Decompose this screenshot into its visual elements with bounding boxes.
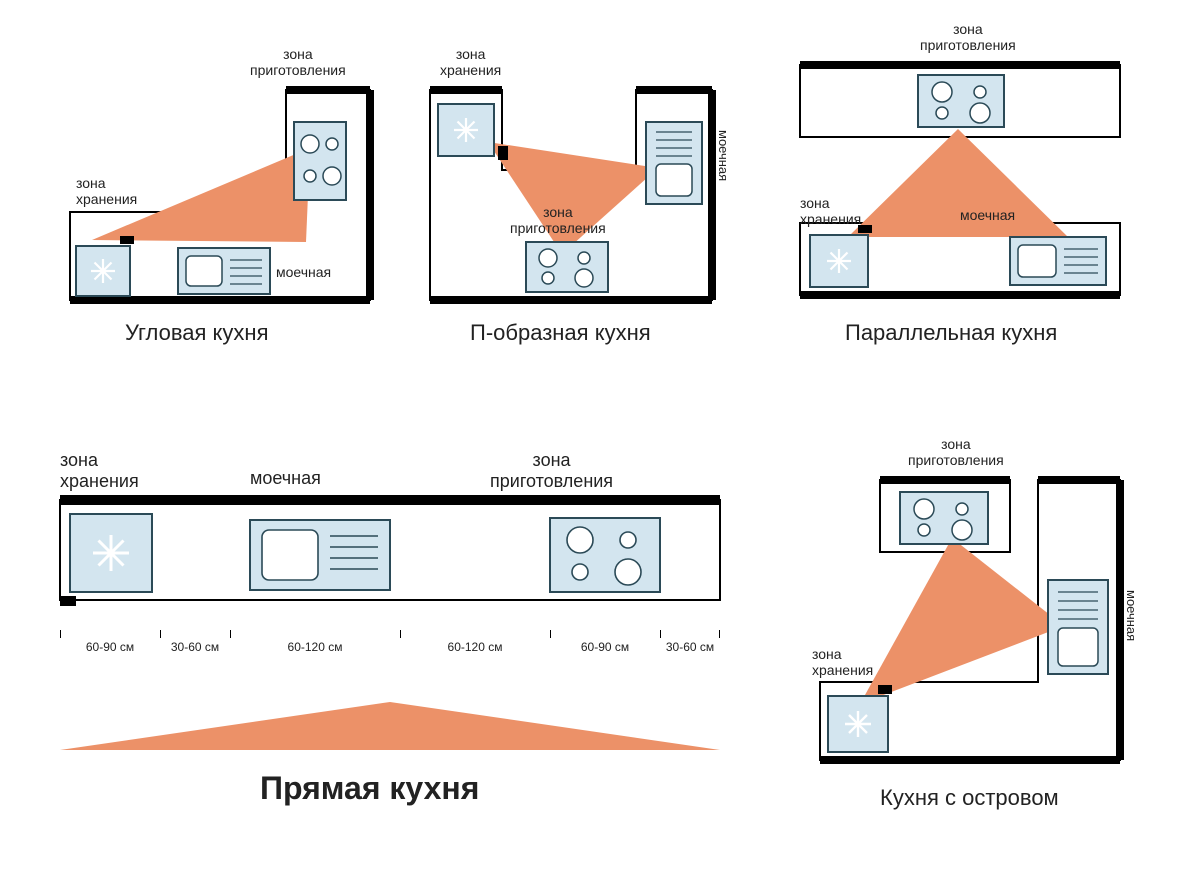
label-storage: зона хранения bbox=[812, 646, 873, 678]
dim-5: 30-60 см bbox=[660, 640, 720, 654]
title-corner: Угловая кухня bbox=[125, 320, 268, 346]
title-island: Кухня с островом bbox=[880, 785, 1059, 811]
label-washing: моечная bbox=[1124, 590, 1139, 641]
label-washing: моечная bbox=[276, 264, 331, 280]
label-cooking: зона приготовления bbox=[510, 204, 606, 236]
layout-parallel: зона приготовления зона хранения моечная… bbox=[800, 45, 1140, 360]
label-cooking: зона приготовления bbox=[908, 436, 1004, 468]
label-washing: моечная bbox=[960, 207, 1015, 223]
title-parallel: Параллельная кухня bbox=[845, 320, 1057, 346]
layout-ushape: зона хранения зона приготовления моечная… bbox=[430, 70, 740, 360]
dim-4: 60-90 см bbox=[550, 640, 660, 654]
layout-corner: зона хранения зона приготовления моечная… bbox=[70, 70, 380, 360]
dim-0: 60-90 см bbox=[60, 640, 160, 654]
label-washing: моечная bbox=[716, 130, 731, 181]
label-washing: моечная bbox=[250, 468, 321, 489]
label-storage: зона хранения bbox=[76, 175, 137, 207]
label-storage: зона хранения bbox=[60, 450, 139, 491]
layout-island: зона приготовления зона хранения моечная… bbox=[820, 460, 1160, 830]
straight-dims-row: 60-90 см 30-60 см 60-120 см 60-120 см 60… bbox=[60, 630, 720, 654]
dim-1: 30-60 см bbox=[160, 640, 230, 654]
label-cooking: зона приготовления bbox=[920, 21, 1016, 53]
label-cooking: зона приготовления bbox=[490, 450, 613, 491]
label-storage: зона хранения bbox=[440, 46, 501, 78]
dim-3: 60-120 см bbox=[400, 640, 550, 654]
layout-straight: зона хранения моечная зона приготовления… bbox=[60, 470, 740, 850]
dim-2: 60-120 см bbox=[230, 640, 400, 654]
title-ushape: П-образная кухня bbox=[470, 320, 651, 346]
kitchen-layouts-infographic: зона хранения зона приготовления моечная… bbox=[0, 0, 1200, 892]
label-storage: зона хранения bbox=[800, 195, 861, 227]
title-straight: Прямая кухня bbox=[260, 770, 479, 807]
label-cooking: зона приготовления bbox=[250, 46, 346, 78]
